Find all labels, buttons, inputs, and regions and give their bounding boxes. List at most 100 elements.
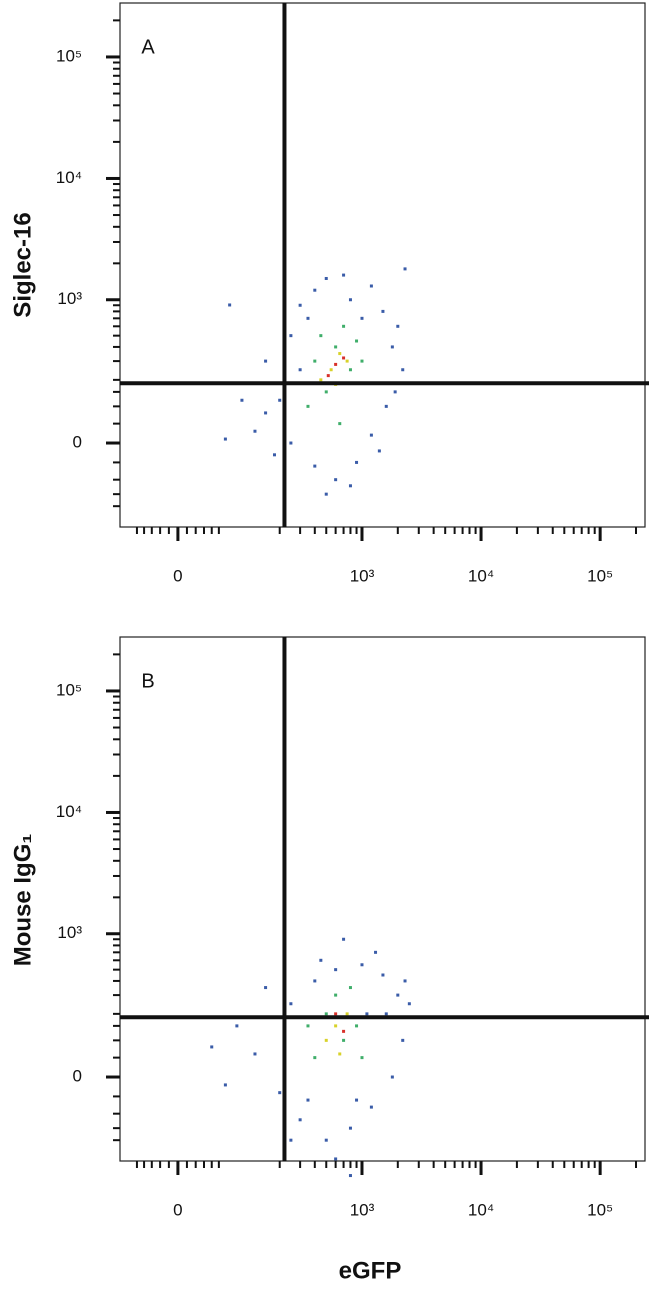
y-tick-label: 10⁴ [56,802,82,821]
dot [369,433,373,437]
x-tick-label: 10⁴ [468,1200,494,1219]
dot [319,334,323,338]
dot [338,352,342,356]
dot [365,1012,369,1016]
dot [355,1024,359,1028]
dot [348,368,352,372]
dot [369,1105,373,1109]
x-tick-label: 10⁵ [587,1200,613,1219]
dot [306,1024,310,1028]
dot [334,1024,338,1028]
dot [319,378,323,382]
dot [342,1038,346,1042]
dot [289,441,293,445]
panel-label: A [141,36,155,58]
dot [329,368,333,372]
dot [334,478,338,482]
dot [348,298,352,302]
x-tick-label: 10³ [350,566,375,585]
dot [289,1138,293,1142]
dot [345,359,349,363]
dot [403,267,407,271]
dot [223,437,227,441]
dot [306,316,310,320]
y-tick-label: 10³ [57,289,82,308]
dot [278,398,282,402]
dot [289,1002,293,1006]
plot-frame [119,2,646,528]
dot [407,1002,411,1006]
dot [360,963,364,967]
dot [319,958,323,962]
dot [298,368,302,372]
dot [298,303,302,307]
plot-frame [119,636,646,1162]
dot [223,1083,227,1087]
dot [360,316,364,320]
dot [313,1056,317,1060]
dot [235,1024,239,1028]
dot [360,359,364,363]
dot [377,449,381,453]
y-tick-label: 10³ [57,923,82,942]
x-tick-label: 10⁴ [468,566,494,585]
dot [342,324,346,328]
dot [324,1038,328,1042]
dot [342,937,346,941]
dot [384,404,388,408]
dot [345,1012,349,1016]
dot [264,411,268,415]
x-axis-title: eGFP [339,1257,402,1284]
y-tick-label: 10⁴ [56,168,82,187]
dot [381,973,385,977]
dot [278,1091,282,1095]
dot [342,1029,346,1033]
dot [324,276,328,280]
dot [253,429,257,433]
dot [313,464,317,468]
x-tick-label: 0 [173,1200,182,1219]
dot [381,309,385,313]
dot [348,986,352,990]
dot [253,1052,257,1056]
dot [390,345,394,349]
dot [334,1157,338,1161]
dot [355,1098,359,1102]
dot [324,390,328,394]
dot [396,324,400,328]
dot [334,968,338,972]
x-tick-label: 0 [173,566,182,585]
dot [264,986,268,990]
dot [334,345,338,349]
dot [348,484,352,488]
dot [306,404,310,408]
dot [374,950,378,954]
y-axis-title: Siglec-16 [9,212,36,317]
dot [338,422,342,426]
dot [289,334,293,338]
dot [393,390,397,394]
dot [401,1038,405,1042]
dot [396,993,400,997]
dot [334,993,338,997]
x-tick-label: 10³ [350,1200,375,1219]
dot [355,460,359,464]
dot [355,339,359,343]
dot [342,273,346,277]
dot [264,359,268,363]
dot [313,288,317,292]
dot [324,1012,328,1016]
dot [240,398,244,402]
dot [326,374,330,378]
dot [369,284,373,288]
dot [348,1126,352,1130]
dot [313,359,317,363]
dot [228,303,232,307]
dot [210,1045,214,1049]
y-tick-label: 0 [73,433,82,452]
dot [313,979,317,983]
y-axis-title: Mouse IgG₁ [9,834,36,967]
dot [298,1118,302,1122]
dot [334,1012,338,1016]
